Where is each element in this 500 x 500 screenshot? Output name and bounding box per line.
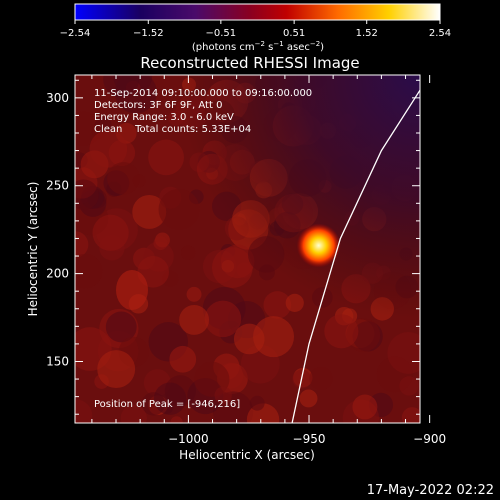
colorbar-tick-label-5: 2.54 — [429, 28, 451, 39]
info-line-energy: Energy Range: 3.0 - 6.0 keV — [94, 112, 234, 123]
colorbar-tick-label-3: 0.51 — [283, 28, 305, 39]
unit-part-2: s — [265, 42, 273, 53]
info-line-clean: Clean Total counts: 5.33E+04 — [94, 124, 251, 135]
chart-title: Reconstructed RHESSI Image — [140, 54, 359, 72]
unit-exp-2: −1 — [273, 40, 283, 48]
timestamp: 17-May-2022 02:22 — [367, 483, 494, 498]
colorbar-tick-label-4: 1.52 — [356, 28, 378, 39]
unit-exp-3: −2 — [310, 40, 320, 48]
colorbar-tick-label-2: −0.51 — [206, 28, 237, 39]
colorbar-gradient — [74, 3, 441, 21]
colorbar-tick-label-1: −1.52 — [133, 28, 164, 39]
unit-exp-1: −2 — [255, 40, 265, 48]
solar-limb — [291, 88, 420, 423]
y-axis: 150 200 250 300 — [46, 79, 420, 415]
x-axis-label: Heliocentric X (arcsec) — [179, 448, 315, 462]
heatmap-image — [75, 75, 420, 423]
colorbar-unit-label: (photons cm−2 s−1 asec−2) — [192, 40, 324, 53]
observation-info: 11-Sep-2014 09:10:00.000 to 09:16:00.000… — [94, 88, 312, 135]
y-tick-label-3: 300 — [46, 91, 69, 105]
unit-part-1: (photons cm — [192, 42, 255, 53]
y-tick-label-1: 200 — [46, 267, 69, 281]
colorbar-ticks: −2.54 −1.52 −0.51 0.51 1.52 2.54 — [60, 20, 451, 39]
x-tick-label-0: −1000 — [168, 432, 209, 446]
y-axis-label: Heliocentric Y (arcsec) — [26, 182, 40, 317]
y-tick-label-2: 250 — [46, 179, 69, 193]
info-line-time: 11-Sep-2014 09:10:00.000 to 09:16:00.000 — [94, 88, 312, 99]
peak-position-label: Position of Peak = [-946,216] — [94, 399, 240, 410]
colorbar-tick-label-0: −2.54 — [60, 28, 91, 39]
x-tick-label-2: −900 — [413, 432, 446, 446]
unit-part-3: asec — [284, 42, 310, 53]
x-tick-label-1: −950 — [293, 432, 326, 446]
unit-part-4: ) — [320, 42, 324, 53]
y-tick-label-0: 150 — [46, 354, 69, 368]
peak-source — [296, 223, 341, 268]
x-axis: −1000 −950 −900 — [91, 75, 446, 446]
plot-frame — [74, 74, 421, 424]
colorbar: −2.54 −1.52 −0.51 0.51 1.52 2.54 (photons cm−… — [60, 3, 451, 53]
dark-corner — [75, 75, 420, 423]
info-line-detectors: Detectors: 3F 6F 9F, Att 0 — [94, 100, 222, 111]
